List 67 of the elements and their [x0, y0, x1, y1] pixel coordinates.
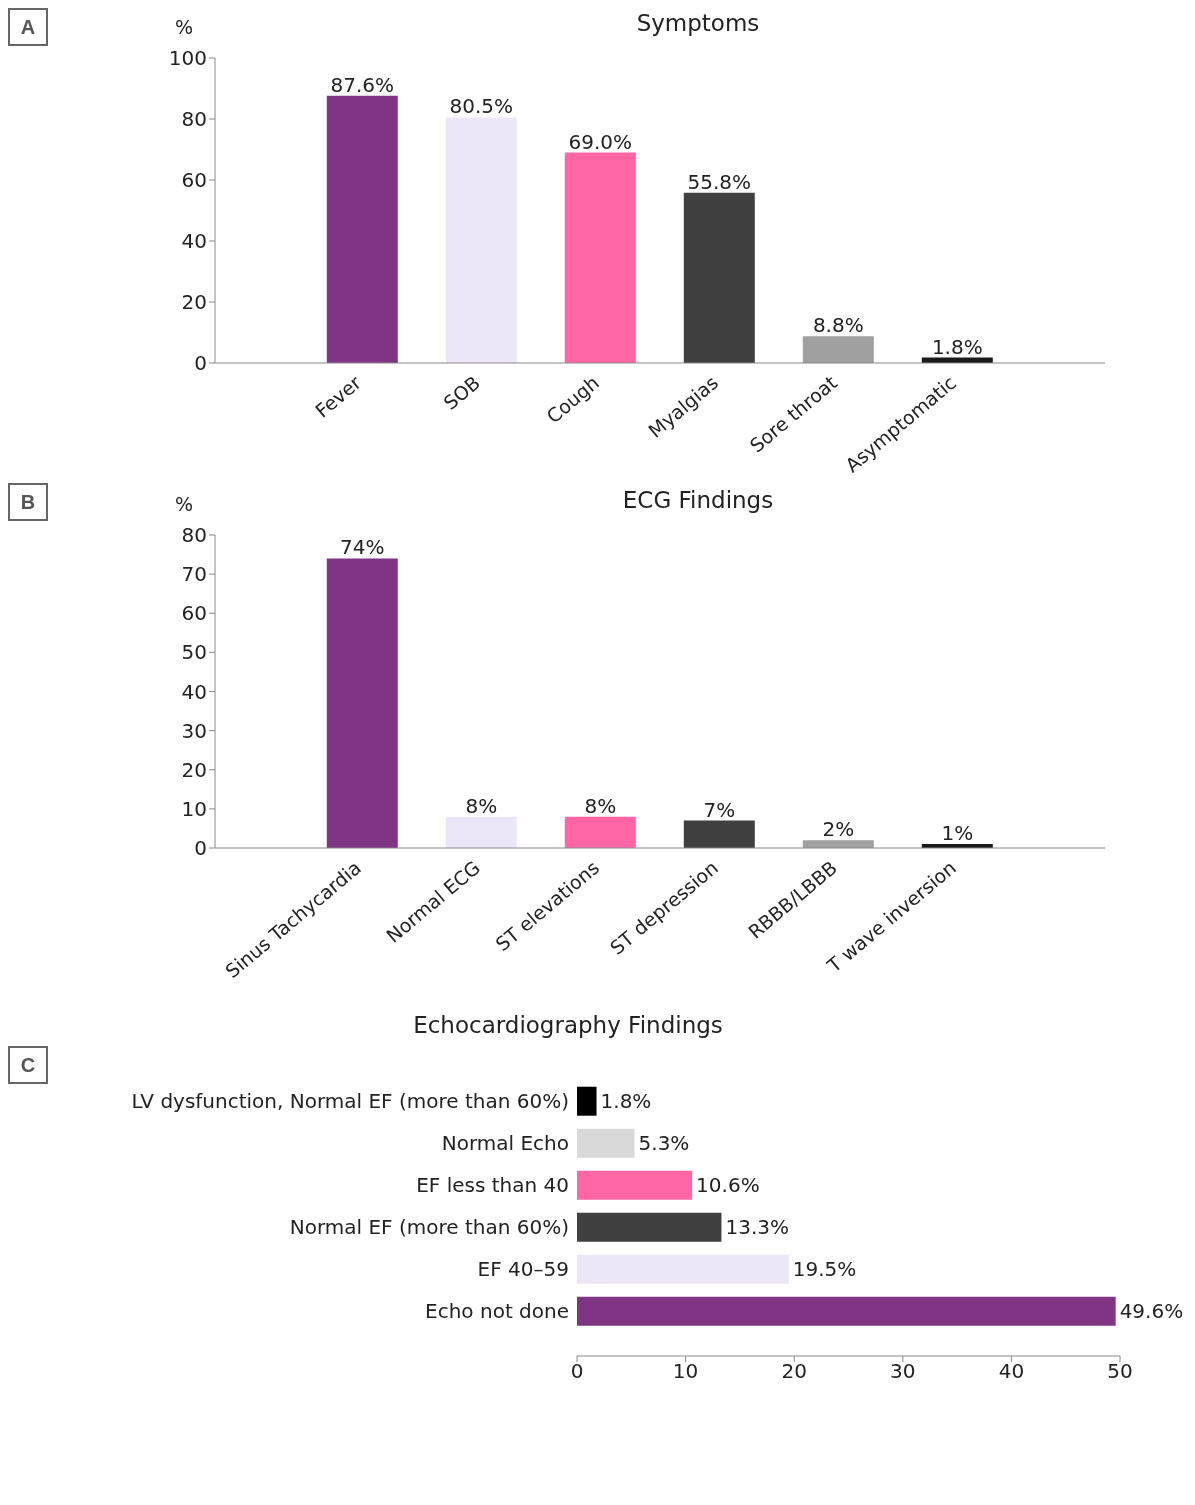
bar [445, 816, 517, 848]
y-tick-label: 80 [181, 107, 207, 132]
text: B [8, 483, 48, 521]
bar [577, 1170, 693, 1200]
y-tick-label: 60 [181, 168, 207, 193]
y-tick-label: 30 [181, 718, 207, 743]
bar [577, 1212, 722, 1242]
text: C [8, 1046, 48, 1084]
y-tick-label: LV dysfunction, Normal EF (more than 60%) [131, 1089, 569, 1114]
text: A [8, 8, 48, 46]
bar [564, 816, 636, 848]
y-tick-label: Normal Echo [441, 1131, 569, 1156]
data-label: 55.8% [687, 169, 752, 194]
chart-title: Echocardiography Findings [412, 1012, 724, 1038]
y-tick-label: EF less than 40 [416, 1173, 569, 1198]
bar [445, 117, 517, 363]
data-label: 1.8% [931, 334, 983, 359]
data-label: 8% [465, 793, 498, 818]
data-label: 87.6% [330, 72, 395, 97]
y-tick-label: 10 [181, 796, 207, 821]
y-axis-title: % [175, 493, 194, 515]
data-label: 19.5% [792, 1257, 857, 1282]
data-label: 8% [584, 793, 617, 818]
y-tick-label: 0 [194, 351, 207, 376]
data-label: 80.5% [449, 94, 514, 119]
y-tick-label: 60 [181, 601, 207, 626]
y-tick-label: 80 [181, 523, 207, 548]
y-tick-label: Echo not done [425, 1299, 569, 1324]
x-tick-label: 10 [672, 1359, 699, 1384]
y-tick-label: 40 [181, 229, 207, 254]
chart-title: Symptoms [635, 10, 761, 36]
bar [326, 95, 398, 363]
y-tick-label: 40 [181, 679, 207, 704]
bar [577, 1296, 1116, 1326]
data-label: 1.8% [600, 1089, 652, 1114]
y-tick-label: 100 [168, 46, 207, 71]
data-label: 2% [822, 817, 855, 842]
bar [564, 152, 636, 363]
y-tick-label: 20 [181, 290, 207, 315]
y-axis-title: % [175, 16, 194, 38]
bar [577, 1254, 789, 1284]
y-tick-label: 0 [194, 836, 207, 861]
data-label: 69.0% [568, 129, 633, 154]
y-tick-label: EF 40–59 [477, 1257, 569, 1282]
data-label: 10.6% [696, 1173, 760, 1198]
data-label: 74% [340, 535, 385, 560]
y-tick-label: 50 [181, 640, 207, 665]
data-label: 5.3% [638, 1131, 690, 1156]
data-label: 7% [703, 797, 736, 822]
bar [683, 192, 755, 363]
data-label: 1% [941, 821, 974, 846]
x-tick-label: 20 [781, 1359, 807, 1384]
y-tick-label: 70 [181, 562, 207, 587]
x-tick-label: 30 [890, 1359, 916, 1384]
bar [326, 558, 398, 848]
bar [577, 1086, 597, 1116]
data-label: 49.6% [1119, 1299, 1184, 1324]
data-label: 13.3% [725, 1215, 789, 1240]
x-tick-label: 50 [1107, 1359, 1133, 1384]
x-tick-label: 40 [998, 1359, 1025, 1384]
y-tick-label: 20 [181, 757, 207, 782]
data-label: 8.8% [812, 313, 864, 338]
y-tick-label: Normal EF (more than 60%) [289, 1215, 569, 1240]
bar [802, 336, 874, 363]
bar [577, 1128, 635, 1158]
bar [683, 820, 755, 848]
chart-title: ECG Findings [621, 487, 775, 513]
